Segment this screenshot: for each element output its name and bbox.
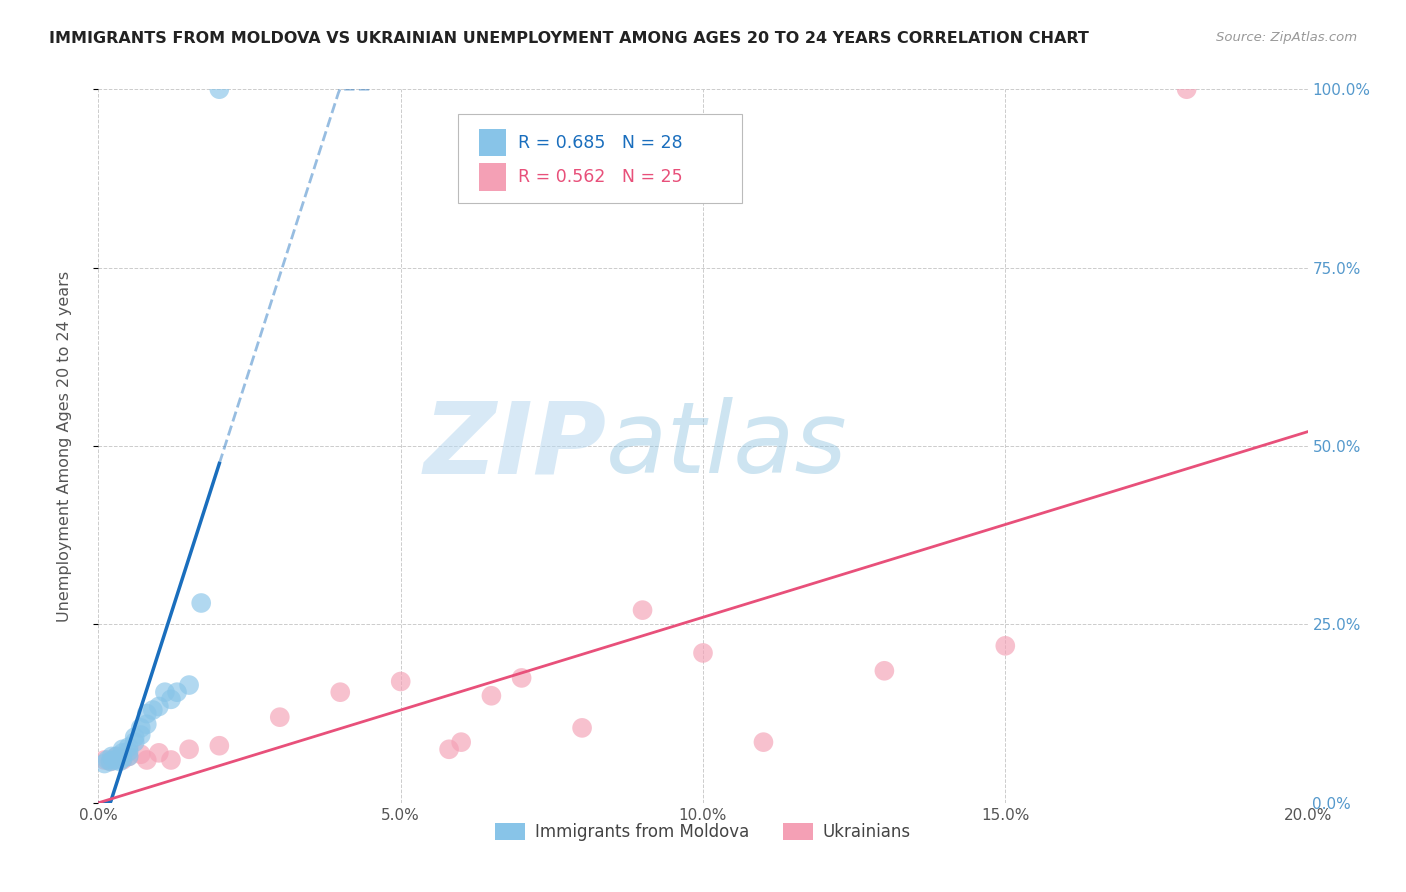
Point <box>105 749 128 764</box>
Point <box>208 82 231 96</box>
Point <box>93 753 115 767</box>
Point <box>631 603 654 617</box>
Point <box>208 739 231 753</box>
Point <box>103 753 125 767</box>
Point <box>389 674 412 689</box>
Point <box>111 751 134 765</box>
Point <box>571 721 593 735</box>
Point <box>111 746 134 760</box>
Point <box>873 664 896 678</box>
Point <box>100 755 122 769</box>
Bar <box>479 129 506 156</box>
Bar <box>479 163 506 191</box>
Legend: Immigrants from Moldova, Ukrainians: Immigrants from Moldova, Ukrainians <box>488 816 918 848</box>
Point <box>105 749 128 764</box>
Point <box>100 755 122 769</box>
Point <box>752 735 775 749</box>
Text: atlas: atlas <box>606 398 848 494</box>
Point <box>118 749 141 764</box>
Point <box>190 596 212 610</box>
Point <box>129 747 152 762</box>
Point <box>692 646 714 660</box>
Point <box>160 753 183 767</box>
Text: R = 0.562   N = 25: R = 0.562 N = 25 <box>517 168 683 186</box>
Point <box>108 755 131 769</box>
Point <box>148 746 170 760</box>
Point <box>153 685 176 699</box>
Point <box>160 692 183 706</box>
Point <box>994 639 1017 653</box>
Point <box>96 753 118 767</box>
Point <box>100 749 122 764</box>
Point <box>129 728 152 742</box>
Point <box>166 685 188 699</box>
Point <box>105 753 128 767</box>
Point <box>179 742 201 756</box>
Point <box>437 742 460 756</box>
Point <box>111 742 134 756</box>
Point <box>135 706 157 721</box>
Point <box>118 744 141 758</box>
Text: IMMIGRANTS FROM MOLDOVA VS UKRAINIAN UNEMPLOYMENT AMONG AGES 20 TO 24 YEARS CORR: IMMIGRANTS FROM MOLDOVA VS UKRAINIAN UNE… <box>49 31 1090 46</box>
Point <box>135 717 157 731</box>
Point <box>93 756 115 771</box>
Text: R = 0.685   N = 28: R = 0.685 N = 28 <box>517 134 683 152</box>
Point <box>142 703 165 717</box>
Point <box>124 735 146 749</box>
Point <box>129 721 152 735</box>
Text: ZIP: ZIP <box>423 398 606 494</box>
Point <box>111 753 134 767</box>
Text: Source: ZipAtlas.com: Source: ZipAtlas.com <box>1216 31 1357 45</box>
Point <box>269 710 291 724</box>
Point <box>1175 82 1198 96</box>
Point <box>329 685 352 699</box>
FancyBboxPatch shape <box>457 114 742 203</box>
Point <box>450 735 472 749</box>
Point <box>481 689 503 703</box>
Point <box>510 671 533 685</box>
Point <box>124 730 146 744</box>
Point <box>118 740 141 755</box>
Y-axis label: Unemployment Among Ages 20 to 24 years: Unemployment Among Ages 20 to 24 years <box>58 270 72 622</box>
Point <box>135 753 157 767</box>
Point <box>118 749 141 764</box>
Point <box>148 699 170 714</box>
Point <box>179 678 201 692</box>
